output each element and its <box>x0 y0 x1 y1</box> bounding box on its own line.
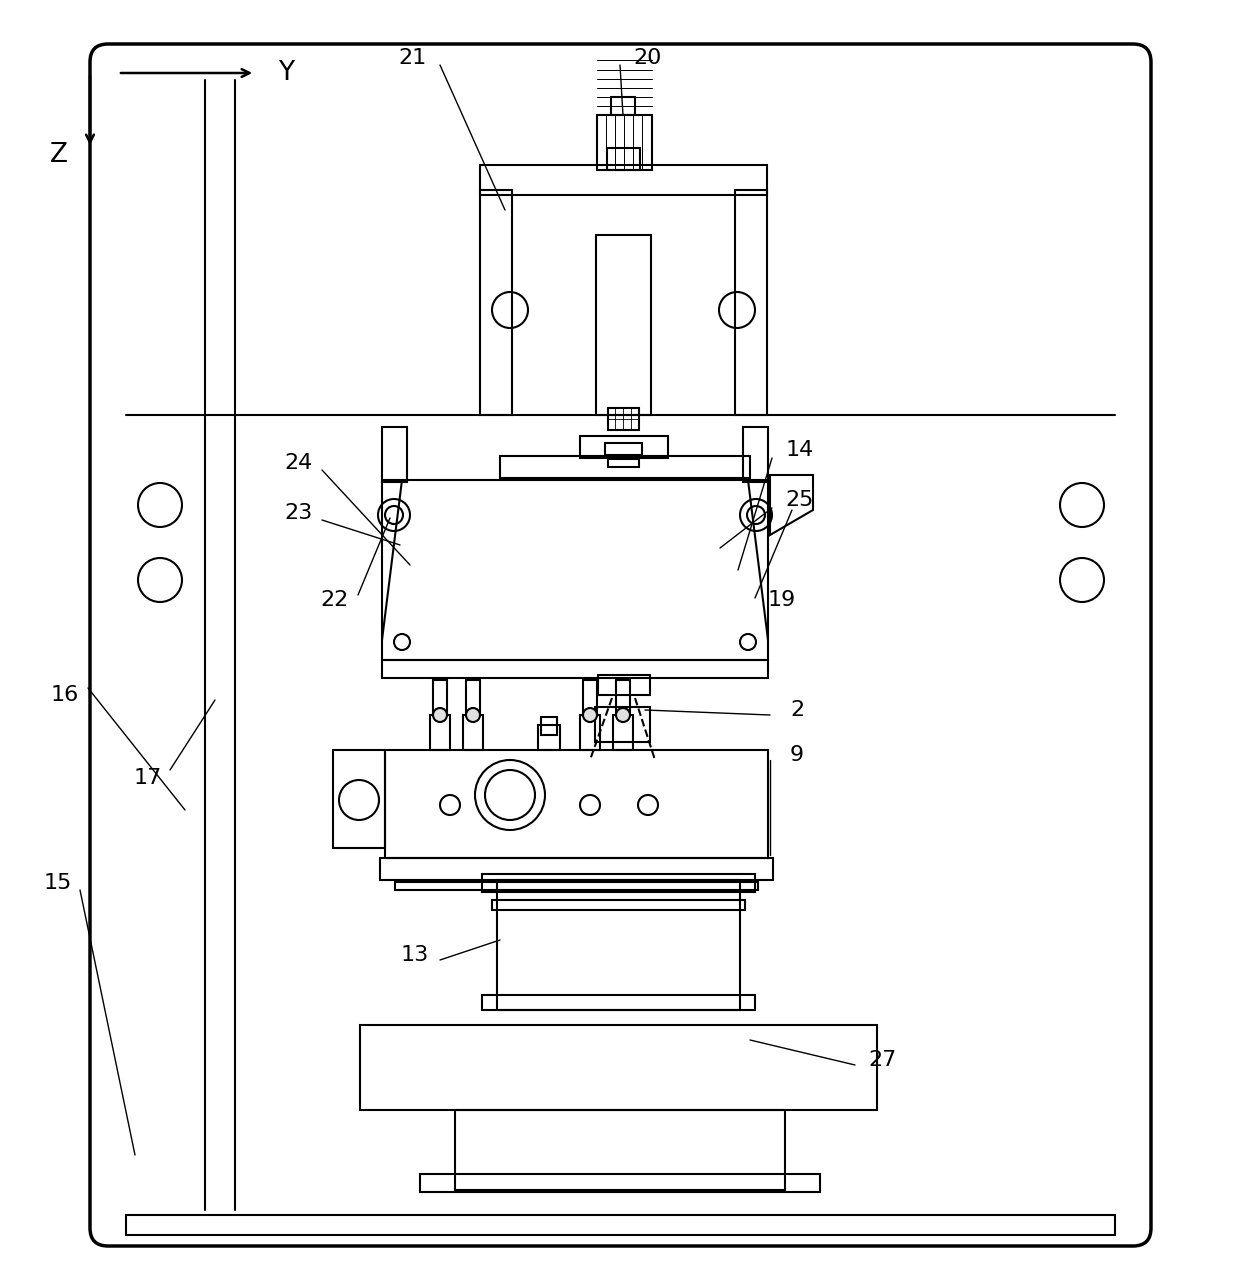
Bar <box>379 858 773 880</box>
Bar <box>616 680 630 715</box>
Bar <box>396 881 758 890</box>
Bar <box>384 751 768 858</box>
Text: 9: 9 <box>790 745 804 765</box>
Bar <box>420 1174 820 1192</box>
Bar <box>480 166 768 195</box>
Bar <box>580 715 600 751</box>
Text: Y: Y <box>278 60 294 86</box>
Bar <box>613 715 632 751</box>
Bar <box>382 659 768 677</box>
Text: 24: 24 <box>284 453 312 473</box>
Bar <box>334 751 384 848</box>
Bar <box>580 436 668 458</box>
Bar <box>463 715 484 751</box>
Text: Z: Z <box>50 142 68 168</box>
Text: 23: 23 <box>284 503 312 523</box>
Circle shape <box>616 708 630 722</box>
Circle shape <box>433 708 446 722</box>
Bar <box>735 190 768 414</box>
Text: 27: 27 <box>868 1049 897 1070</box>
Bar <box>605 443 642 455</box>
Bar <box>608 408 639 430</box>
Text: 16: 16 <box>51 685 79 704</box>
Bar <box>743 427 768 482</box>
Bar <box>466 680 480 715</box>
Bar <box>596 235 651 414</box>
Text: 15: 15 <box>43 872 72 893</box>
Bar <box>482 996 755 1010</box>
Bar <box>382 427 407 482</box>
Bar <box>492 899 745 910</box>
Text: 25: 25 <box>786 490 815 511</box>
Bar <box>598 675 650 695</box>
Text: 17: 17 <box>134 769 162 788</box>
Circle shape <box>466 708 480 722</box>
Bar <box>480 190 512 414</box>
Text: 14: 14 <box>786 440 815 461</box>
Bar <box>433 680 446 715</box>
Bar <box>455 1110 785 1191</box>
Text: 2: 2 <box>790 701 804 720</box>
Bar <box>382 480 768 659</box>
Bar <box>541 717 557 735</box>
Bar <box>360 1025 877 1110</box>
Text: 13: 13 <box>401 946 429 965</box>
Text: 20: 20 <box>634 47 662 68</box>
Bar <box>608 148 640 171</box>
Bar <box>126 1215 1115 1236</box>
Bar <box>500 455 750 479</box>
Bar <box>583 680 596 715</box>
Bar <box>611 98 635 115</box>
Bar <box>482 874 755 892</box>
Text: 21: 21 <box>399 47 427 68</box>
Circle shape <box>583 708 596 722</box>
Bar <box>596 115 652 171</box>
Bar <box>608 459 639 467</box>
Bar <box>595 707 650 742</box>
Text: 22: 22 <box>320 590 348 609</box>
Bar <box>497 880 740 1010</box>
Text: 19: 19 <box>768 590 796 609</box>
Bar <box>430 715 450 751</box>
Bar <box>538 725 560 751</box>
